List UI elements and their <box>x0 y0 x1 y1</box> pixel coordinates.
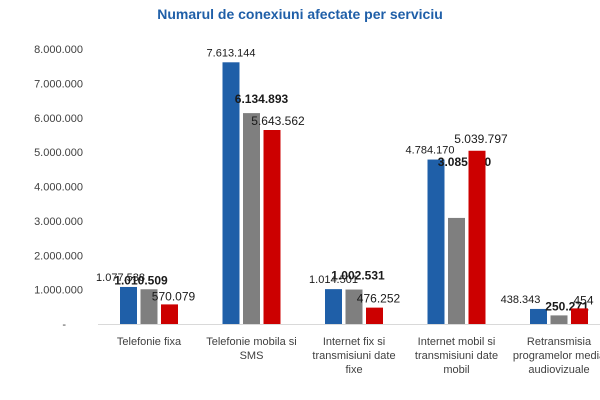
data-label: 7.613.144 <box>207 47 256 59</box>
bar <box>530 308 547 324</box>
bar <box>222 62 240 324</box>
x-tick-label: mobil <box>443 364 469 376</box>
x-tick-label: fixe <box>345 364 362 376</box>
data-label: 570.079 <box>152 289 196 303</box>
data-label: 1.002.531 <box>331 269 385 283</box>
x-tick-label: Internet mobil si <box>418 336 496 348</box>
bar <box>120 286 137 324</box>
x-tick-label: SMS <box>240 350 264 362</box>
bar <box>243 113 260 324</box>
y-tick-label: 6.000.000 <box>34 113 83 125</box>
y-tick-label: 4.000.000 <box>34 182 83 194</box>
data-label: 1.014.501 <box>309 274 358 286</box>
y-tick-label: 1.000.000 <box>34 285 83 297</box>
bar <box>571 308 588 324</box>
x-tick-label: transmisiuni date <box>312 350 395 362</box>
y-tick-label: - <box>62 319 66 331</box>
x-tick-label: audiovizuale <box>528 364 589 376</box>
data-label: 1.010.509 <box>114 273 168 287</box>
x-tick-label: programelor media <box>513 350 600 362</box>
y-tick-label: 5.000.000 <box>34 147 83 159</box>
data-label: 476.252 <box>357 292 401 306</box>
data-label: 438.343 <box>501 294 541 306</box>
bar <box>325 289 342 324</box>
x-tick-label: Telefonie mobila si <box>206 336 297 348</box>
y-tick-label: 3.000.000 <box>34 216 83 228</box>
y-tick-label: 2.000.000 <box>34 250 83 262</box>
data-label: 6.134.893 <box>235 92 289 106</box>
x-tick-label: Retransmisia <box>527 336 592 348</box>
bar <box>345 289 363 324</box>
data-label: 1.077.538 <box>96 272 145 284</box>
x-tick-label: transmisiuni date <box>415 350 498 362</box>
y-tick-label: 8.000.000 <box>34 44 83 56</box>
y-tick-label: 7.000.000 <box>34 78 83 90</box>
bar <box>140 289 158 324</box>
data-label: 5.643.562 <box>251 114 305 128</box>
bar <box>448 217 465 324</box>
x-tick-label: Telefonie fixa <box>117 336 182 348</box>
bar <box>366 307 383 324</box>
data-label: 454 <box>573 293 593 307</box>
bar <box>468 150 486 324</box>
chart-title: Numarul de conexiuni afectate per servic… <box>157 6 443 22</box>
x-tick-label: Internet fix si <box>323 336 385 348</box>
bar <box>263 130 281 324</box>
bar <box>550 315 568 324</box>
bar <box>427 159 445 324</box>
bar <box>161 304 178 324</box>
data-label: 4.784.170 <box>406 145 455 157</box>
data-label: 5.039.797 <box>454 132 508 146</box>
